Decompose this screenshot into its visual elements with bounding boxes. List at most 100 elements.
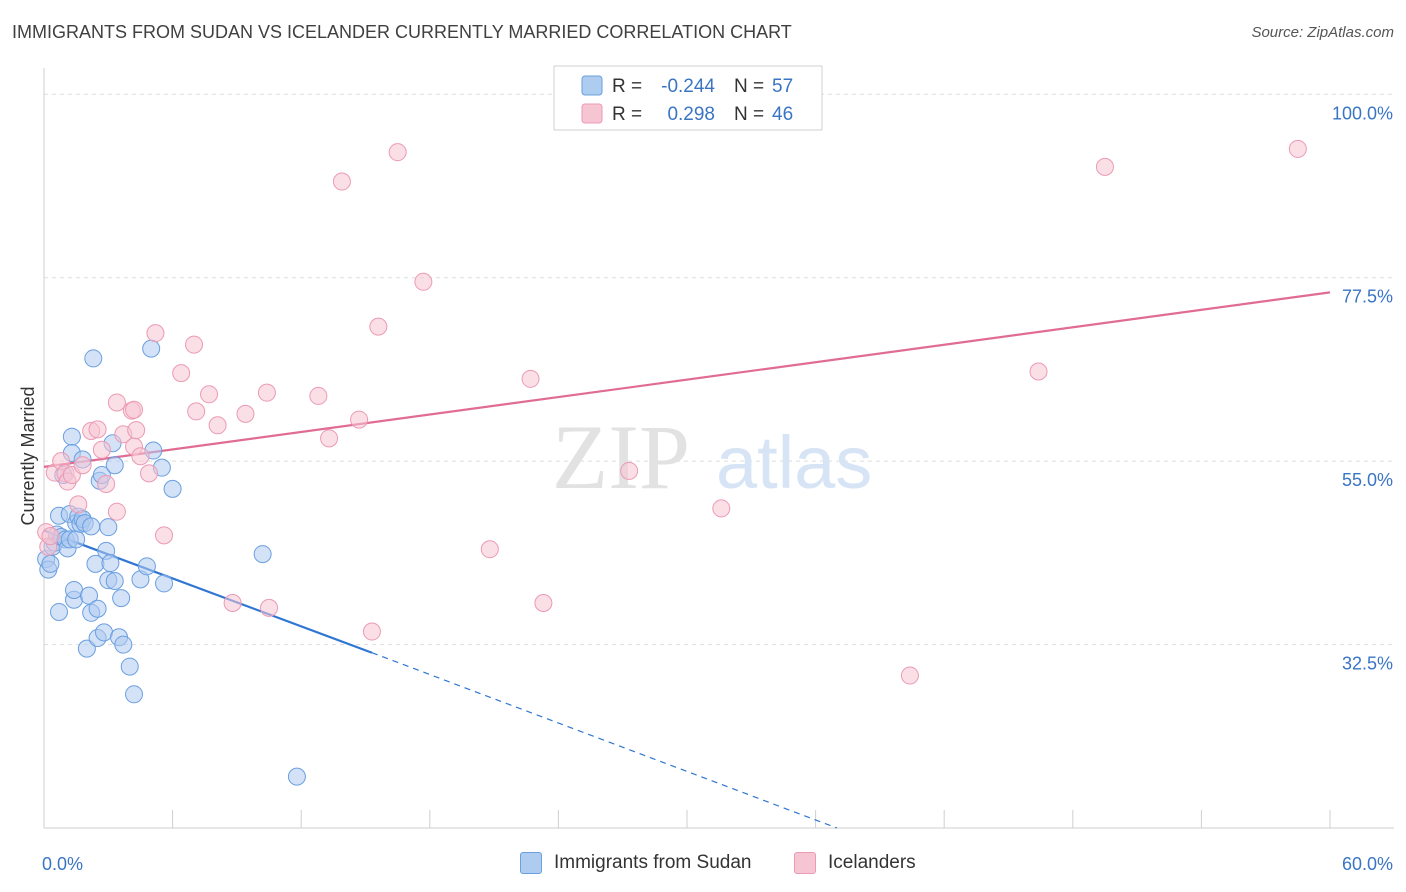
icelanders-point-33 <box>260 598 279 617</box>
sudan-point-28 <box>82 517 101 536</box>
icelanders-point-32 <box>257 383 276 402</box>
trend-lines <box>43 291 1331 829</box>
icelanders-point-2 <box>41 527 60 546</box>
icelanders-point-50 <box>1288 139 1307 158</box>
legend-r-value-sudan: -0.244 <box>661 76 715 97</box>
legend-swatch-icelanders <box>581 103 603 124</box>
icelanders-point-48 <box>1029 362 1048 381</box>
watermark-zip: ZIP <box>552 406 690 508</box>
icelanders-point-36 <box>332 172 351 191</box>
legend-swatch-icelanders-bottom <box>794 852 816 874</box>
icelanders-point-12 <box>92 440 111 459</box>
legend-n-value-sudan: 57 <box>772 76 793 97</box>
legend-r-label-icelanders: R = <box>612 104 642 125</box>
sudan-point-19 <box>67 530 86 549</box>
legend-n-label-icelanders: N = <box>734 104 764 125</box>
icelanders-point-23 <box>146 324 165 343</box>
icelanders-point-9 <box>73 456 92 475</box>
legend-r-label-sudan: R = <box>612 76 642 97</box>
icelanders-point-40 <box>388 143 407 162</box>
tick-labels: 100.0% 77.5% 55.0% 32.5% 0.0% 60.0% <box>42 103 1393 874</box>
legend-n-value-icelanders: 46 <box>772 104 793 125</box>
icelanders-point-24 <box>155 526 174 545</box>
sudan-point-25 <box>77 639 96 658</box>
sudan-point-14 <box>62 427 81 446</box>
sudan-point-54 <box>163 479 182 498</box>
icelanders-point-45 <box>620 461 639 480</box>
icelanders-point-34 <box>309 386 328 405</box>
icelanders-point-42 <box>480 540 499 559</box>
icelanders-point-38 <box>362 622 381 641</box>
sudan-point-49 <box>137 557 156 576</box>
legend-label-sudan: Immigrants from Sudan <box>554 852 752 873</box>
sudan-point-39 <box>99 518 118 537</box>
sudan-point-44 <box>112 589 131 608</box>
icelanders-point-30 <box>223 594 242 612</box>
icelanders-point-22 <box>140 464 159 483</box>
icelanders-point-35 <box>320 429 339 448</box>
icelanders-point-28 <box>200 385 219 404</box>
y-tick-label-1: 77.5% <box>1342 287 1393 307</box>
icelanders-point-47 <box>900 666 919 685</box>
icelanders-point-11 <box>88 420 107 439</box>
sudan-point-2 <box>41 554 60 573</box>
icelanders-point-13 <box>97 474 116 493</box>
y-axis-label: Currently Married <box>18 386 38 525</box>
sudan-point-47 <box>125 685 144 704</box>
sudan-trend-extension <box>371 652 838 829</box>
sudan-point-56 <box>287 767 306 786</box>
icelanders-point-44 <box>534 594 553 612</box>
icelanders-point-18 <box>125 400 144 419</box>
icelanders-point-8 <box>69 495 88 514</box>
icelanders-point-49 <box>1095 157 1114 176</box>
sudan-point-35 <box>95 623 114 642</box>
chart-title: IMMIGRANTS FROM SUDAN VS ICELANDER CURRE… <box>12 22 792 42</box>
x-tick-label-0: 0.0% <box>42 854 83 874</box>
icelanders-point-21 <box>131 447 150 466</box>
icelanders-point-14 <box>107 393 126 412</box>
watermark-atlas: atlas <box>716 421 872 504</box>
sudan-point-50 <box>142 339 161 358</box>
y-tick-label-3: 32.5% <box>1342 654 1393 674</box>
sudan-point-38 <box>105 456 124 475</box>
legend-item-icelanders: Icelanders <box>794 852 916 874</box>
icelanders-point-27 <box>187 402 206 421</box>
legend-n-label-sudan: N = <box>734 76 764 97</box>
series-legend: Immigrants from Sudan Icelanders <box>0 852 1406 878</box>
sudan-point-41 <box>101 554 120 573</box>
stats-legend: R = -0.244 N = 57 R = 0.298 N = 46 <box>553 65 823 131</box>
icelanders-point-37 <box>350 410 369 429</box>
y-tick-label-2: 55.0% <box>1342 470 1393 490</box>
sudan-point-55 <box>253 545 272 564</box>
icelanders-point-41 <box>414 272 433 291</box>
axes <box>43 68 1394 829</box>
sudan-point-17 <box>65 580 84 599</box>
y-tick-label-0: 100.0% <box>1332 103 1393 123</box>
legend-item-sudan: Immigrants from Sudan <box>520 852 751 874</box>
grid-lines <box>44 93 1394 646</box>
icelanders-point-39 <box>369 317 388 336</box>
sudan-point-7 <box>50 602 69 621</box>
legend-swatch-sudan <box>581 75 603 96</box>
data-points <box>37 139 1307 786</box>
sudan-point-53 <box>155 574 174 593</box>
icelanders-point-43 <box>521 369 540 388</box>
sudan-point-32 <box>88 599 107 618</box>
icelanders-point-15 <box>107 502 126 521</box>
icelanders-trend-line <box>43 291 1331 468</box>
sudan-point-29 <box>84 349 103 368</box>
icelanders-point-25 <box>172 364 191 383</box>
icelanders-point-20 <box>127 421 146 440</box>
sudan-point-42 <box>105 571 124 590</box>
legend-r-value-icelanders: 0.298 <box>667 104 715 125</box>
sudan-point-45 <box>114 635 133 654</box>
legend-label-icelanders: Icelanders <box>828 852 916 873</box>
source-label: Source: ZipAtlas.com <box>1251 24 1394 41</box>
sudan-point-46 <box>120 657 139 676</box>
legend-swatch-sudan-bottom <box>520 852 542 874</box>
icelanders-point-31 <box>236 404 255 423</box>
icelanders-point-29 <box>208 416 227 435</box>
icelanders-point-46 <box>712 499 731 518</box>
x-tick-label-1: 60.0% <box>1342 854 1393 874</box>
